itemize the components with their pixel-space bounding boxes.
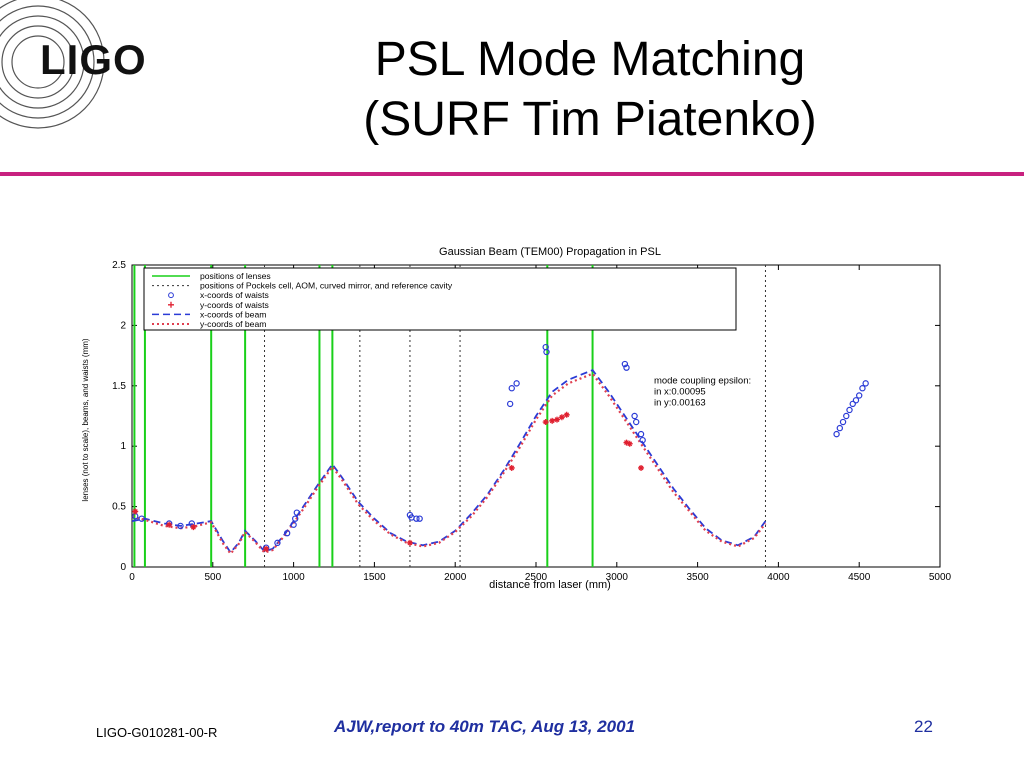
page-number: 22 — [914, 717, 933, 736]
y-waist-marker — [623, 439, 630, 446]
logo-text: LIGO — [40, 36, 147, 83]
x-waist-marker — [631, 412, 638, 420]
x-tick-label: 1000 — [282, 572, 305, 583]
title-divider — [0, 172, 1024, 176]
beam-curve-y — [131, 372, 767, 556]
x-waist-marker — [836, 424, 844, 432]
x-waist-marker — [849, 400, 856, 408]
x-tick-label: 4000 — [767, 572, 790, 583]
chart-svg: Gaussian Beam (TEM00) Propagation in PSL… — [81, 246, 952, 591]
x-waist-marker — [856, 392, 863, 399]
x-waist-marker — [413, 515, 420, 522]
slide-title-line1: PSL Mode Matching — [374, 33, 806, 86]
x-waist-marker — [623, 364, 630, 371]
legend-swatch-y-waist — [168, 301, 174, 308]
logo-arcs — [0, 0, 105, 129]
y-tick-label: 1.5 — [112, 381, 126, 392]
legend-swatch-x-waist — [168, 292, 174, 299]
x-waist-marker — [621, 360, 629, 368]
y-waist-marker — [558, 414, 565, 421]
x-tick-label: 2000 — [444, 572, 467, 583]
x-waist-marker — [543, 348, 550, 356]
x-tick-label: 5000 — [929, 572, 952, 583]
x-waist-marker — [177, 522, 184, 530]
x-waist-marker — [833, 430, 840, 438]
x-waist-marker — [283, 529, 291, 537]
y-waist-marker — [563, 411, 570, 418]
y-waist-marker — [542, 419, 549, 426]
x-waist-marker — [416, 515, 423, 522]
x-waist-marker — [846, 406, 853, 414]
y-tick-label: 0 — [120, 562, 126, 573]
y-waist-marker — [190, 524, 197, 531]
x-waist-marker — [292, 515, 299, 522]
x-waist-marker — [513, 380, 520, 387]
document-id: LIGO-G010281-00-R — [96, 725, 218, 740]
x-tick-label: 3000 — [606, 572, 629, 583]
x-tick-label: 1500 — [363, 572, 386, 583]
beam-propagation-chart: Gaussian Beam (TEM00) Propagation in PSL… — [70, 238, 970, 598]
y-waist-marker — [626, 440, 633, 447]
x-waist-marker — [274, 539, 281, 547]
x-waist-marker — [839, 418, 847, 426]
x-tick-label: 4500 — [848, 572, 871, 583]
x-waist-marker — [852, 397, 860, 404]
coupling-annotation-line: in x:0.00095 — [654, 386, 706, 397]
y-waist-marker — [508, 464, 515, 471]
slide-title-line2: (SURF Tim Piatenko) — [363, 93, 817, 146]
legend-label: y-coords of waists — [200, 300, 269, 310]
x-waist-marker — [290, 521, 297, 528]
legend-label: positions of lenses — [200, 271, 271, 281]
x-waist-marker — [293, 509, 301, 516]
plot-area: 0 500 1000 1500 2000 2500 3000 3500 4000 4500 5000… — [112, 260, 951, 583]
legend-box — [143, 267, 737, 331]
y-waist-marker — [554, 416, 561, 423]
y-waist-marker — [132, 508, 139, 515]
y-waist-marker — [263, 545, 270, 552]
x-waist-marker — [843, 412, 850, 420]
x-waist-marker — [632, 418, 640, 426]
legend-label: positions of Pockels cell, AOM, curved m… — [200, 281, 453, 291]
x-axis-label: distance from laser (mm) — [489, 579, 611, 591]
y-waist-marker — [549, 417, 556, 424]
chart-title: Gaussian Beam (TEM00) Propagation in PSL — [439, 246, 661, 258]
legend-label: x-coords of waists — [200, 290, 269, 300]
x-waist-marker — [862, 380, 869, 387]
beam-curve-x — [131, 369, 767, 554]
y-tick-label: 2 — [120, 320, 126, 331]
x-waist-marker — [637, 430, 645, 438]
ligo-logo: LIGO — [0, 0, 170, 130]
legend-label: x-coords of beam — [200, 309, 266, 319]
x-tick-label: 2500 — [525, 572, 548, 583]
x-tick-label: 500 — [204, 572, 221, 583]
x-waist-marker — [859, 385, 866, 392]
legend-label: y-coords of beam — [200, 319, 266, 329]
y-tick-label: 0.5 — [112, 502, 126, 513]
x-waist-marker — [639, 436, 646, 444]
x-tick-label: 3500 — [686, 572, 709, 583]
x-waist-marker — [508, 385, 515, 392]
coupling-annotation-line: in y:0.00163 — [654, 397, 706, 408]
y-waist-marker — [406, 539, 413, 546]
y-waist-marker — [638, 464, 645, 471]
y-tick-label: 1 — [120, 441, 126, 452]
x-waist-marker — [506, 400, 514, 408]
x-waist-marker — [138, 515, 145, 522]
y-tick-label: 2.5 — [112, 260, 126, 271]
footer-report: AJW,report to 40m TAC, Aug 13, 2001 — [334, 717, 636, 736]
y-axis-label: lenses (not to scale), beams, and waists… — [81, 338, 90, 502]
coupling-annotation-line: mode coupling epsilon: — [654, 375, 751, 386]
y-waist-marker — [166, 521, 173, 528]
x-tick-label: 0 — [129, 572, 135, 583]
